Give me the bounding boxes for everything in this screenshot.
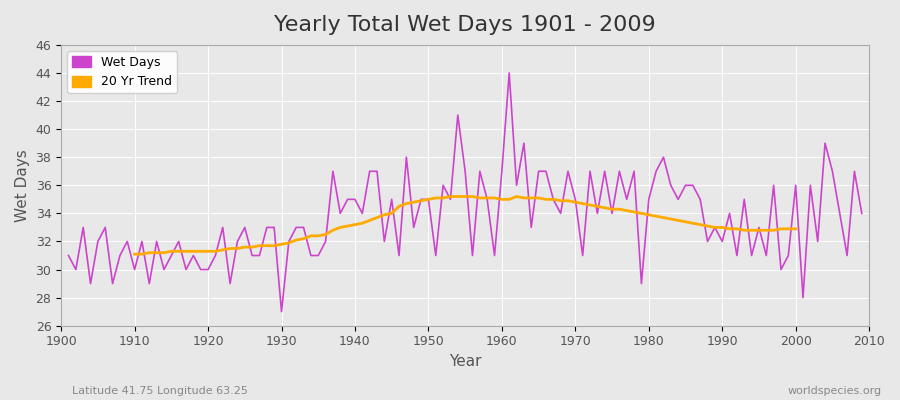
Text: worldspecies.org: worldspecies.org [788,386,882,396]
Legend: Wet Days, 20 Yr Trend: Wet Days, 20 Yr Trend [68,51,177,93]
X-axis label: Year: Year [449,354,482,369]
Title: Yearly Total Wet Days 1901 - 2009: Yearly Total Wet Days 1901 - 2009 [274,15,656,35]
Text: Latitude 41.75 Longitude 63.25: Latitude 41.75 Longitude 63.25 [72,386,248,396]
Y-axis label: Wet Days: Wet Days [15,149,30,222]
